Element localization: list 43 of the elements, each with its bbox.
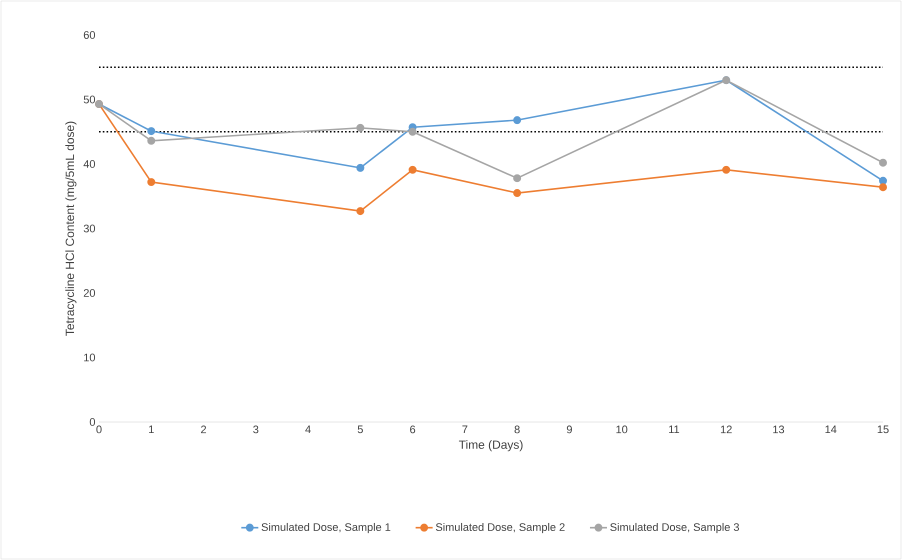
point [513,189,522,198]
point [356,207,364,216]
x-tick-label: 12 [720,426,732,434]
y-tick-label: 30 [84,224,96,232]
point [356,164,364,172]
legend-label: Simulated Dose, Sample 1 [262,522,390,534]
x-tick-label: 1 [149,426,154,434]
x-tick-label: 0 [96,426,102,434]
point [879,176,887,185]
x-tick-label: 5 [358,426,363,434]
y-tick-label: 50 [84,96,96,104]
point [879,158,887,167]
x-tick-label: 9 [566,426,572,434]
x-tick-label: 14 [825,426,837,434]
point [147,178,156,186]
x-tick-label: 3 [253,426,258,434]
point [356,124,364,132]
point [147,127,156,136]
point [513,116,522,124]
point [879,183,887,192]
x-tick-label: 10 [616,426,628,434]
y-tick-label: 60 [84,31,96,39]
point [722,166,730,174]
x-tick-label: 8 [514,426,520,434]
x-tick-label: 15 [878,426,889,434]
x-tick-label: 4 [305,426,311,434]
x-tick-label: 2 [201,426,206,434]
y-axis-title: Tetracycline HCl Content (mg/5mL dose) [65,122,76,336]
y-tick-label: 40 [84,160,96,168]
y-tick-label: 20 [84,289,96,297]
legend-label: Simulated Dose, Sample 2 [436,522,565,534]
point [513,174,522,182]
point [408,166,417,174]
x-tick-label: 7 [462,426,468,434]
x-axis-title: Time (Days) [458,440,523,452]
legend-label: Simulated Dose, Sample 3 [610,522,739,534]
point [408,128,417,136]
point [147,136,156,145]
y-tick-label: 0 [90,418,96,426]
x-tick-label: 11 [669,426,680,434]
x-tick-label: 6 [410,426,416,434]
x-tick-label: 13 [773,426,784,434]
y-tick-label: 10 [84,354,96,362]
